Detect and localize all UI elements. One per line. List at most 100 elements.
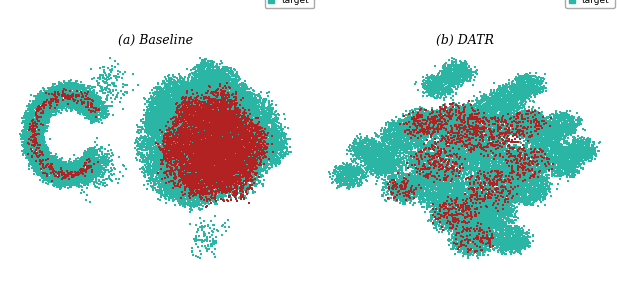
Point [535, 167, 545, 172]
Point [243, 147, 253, 151]
Point [461, 218, 471, 223]
Point [221, 190, 231, 195]
Point [440, 90, 450, 95]
Point [485, 210, 495, 215]
Point [203, 66, 213, 71]
Point [429, 164, 439, 169]
Point [228, 133, 237, 138]
Point [200, 165, 210, 170]
Point [200, 168, 210, 173]
Point [184, 164, 194, 169]
Point [489, 153, 499, 158]
Point [63, 174, 73, 179]
Point [217, 167, 227, 172]
Point [524, 134, 534, 139]
Point [228, 152, 238, 157]
Point [192, 132, 202, 136]
Point [497, 251, 507, 255]
Point [58, 169, 68, 174]
Point [74, 159, 84, 164]
Point [457, 116, 467, 120]
Point [177, 139, 187, 144]
Point [524, 195, 534, 200]
Point [463, 195, 473, 200]
Point [192, 156, 202, 161]
Point [162, 179, 172, 183]
Point [468, 106, 478, 111]
Point [143, 126, 153, 131]
Point [181, 177, 191, 182]
Point [512, 185, 521, 190]
Point [528, 158, 538, 163]
Point [500, 140, 510, 145]
Point [188, 89, 198, 94]
Point [483, 240, 493, 245]
Point [559, 171, 569, 176]
Point [250, 110, 260, 114]
Point [174, 126, 184, 131]
Point [69, 88, 79, 92]
Point [197, 123, 206, 128]
Point [188, 117, 198, 121]
Point [242, 105, 252, 110]
Point [464, 194, 474, 199]
Point [396, 184, 406, 188]
Point [528, 133, 538, 138]
Point [539, 130, 549, 134]
Point [485, 108, 495, 113]
Point [495, 179, 505, 183]
Point [208, 97, 218, 101]
Point [446, 166, 456, 171]
Point [206, 116, 216, 121]
Point [453, 155, 463, 160]
Point [514, 89, 524, 94]
Point [527, 187, 537, 192]
Point [461, 228, 471, 232]
Point [459, 225, 469, 229]
Point [202, 110, 212, 115]
Point [205, 145, 215, 150]
Point [510, 157, 520, 162]
Point [232, 127, 242, 131]
Point [250, 129, 260, 134]
Point [412, 131, 422, 135]
Point [248, 130, 258, 135]
Point [515, 80, 525, 85]
Point [522, 187, 532, 192]
Point [512, 180, 522, 184]
Point [504, 194, 514, 199]
Point [201, 118, 211, 123]
Point [197, 78, 207, 83]
Point [213, 178, 223, 183]
Point [45, 178, 55, 183]
Point [38, 93, 48, 98]
Point [174, 138, 184, 143]
Point [195, 119, 205, 123]
Point [355, 178, 365, 182]
Point [174, 181, 184, 186]
Point [213, 84, 223, 89]
Point [456, 174, 466, 179]
Point [103, 149, 113, 154]
Point [208, 166, 218, 171]
Point [428, 194, 438, 198]
Point [225, 118, 235, 122]
Point [334, 174, 343, 179]
Point [500, 245, 510, 249]
Point [61, 169, 71, 174]
Point [208, 165, 218, 170]
Point [371, 171, 381, 176]
Point [474, 155, 484, 160]
Point [538, 178, 547, 183]
Point [517, 93, 527, 98]
Point [485, 100, 495, 105]
Point [56, 164, 66, 169]
Point [234, 175, 244, 179]
Point [513, 176, 523, 181]
Point [464, 234, 474, 239]
Point [206, 92, 216, 97]
Point [216, 144, 226, 148]
Point [180, 142, 190, 147]
Point [455, 183, 465, 188]
Point [427, 215, 437, 220]
